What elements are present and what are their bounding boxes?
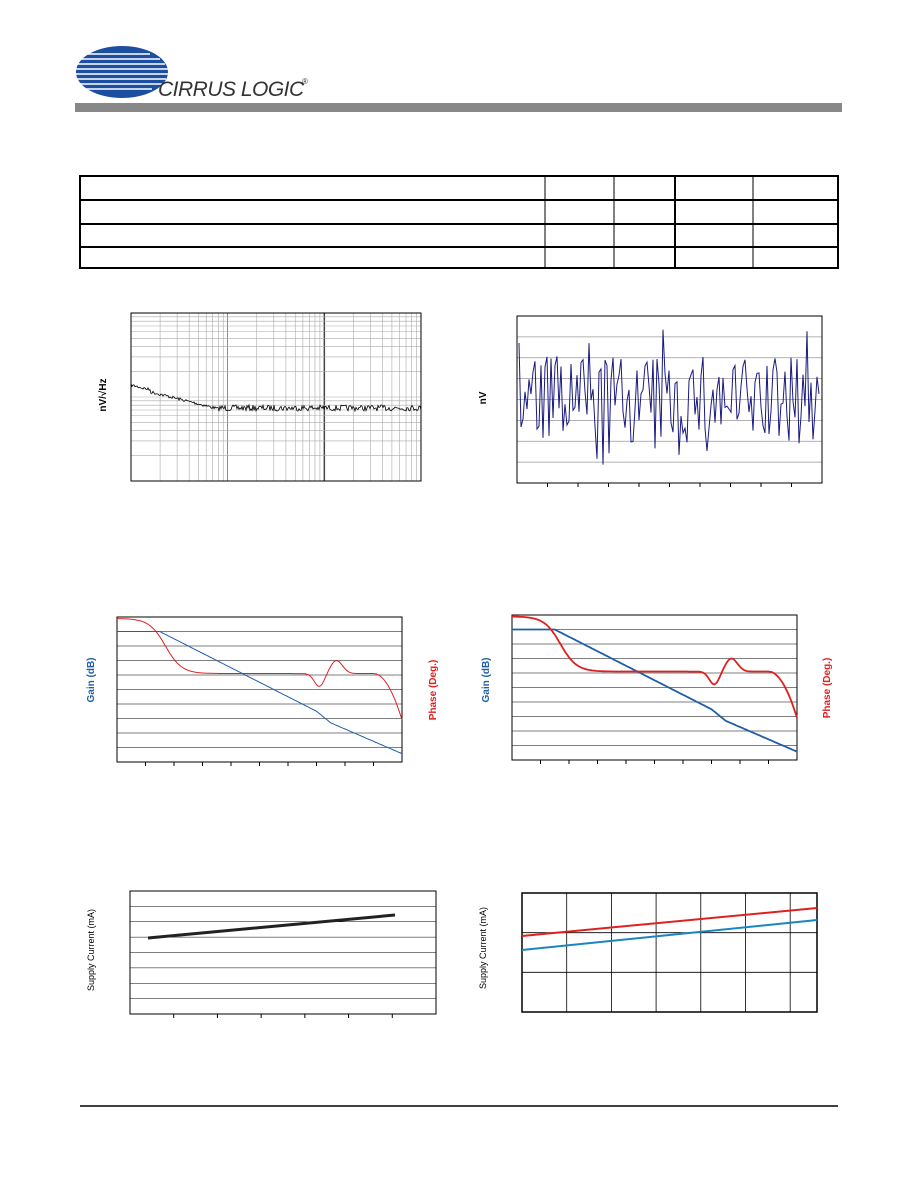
y2-axis-label: Phase (Deg.) xyxy=(822,658,833,719)
current-line xyxy=(147,913,396,940)
noise-curve xyxy=(130,383,422,413)
current-line xyxy=(521,919,818,951)
spec-table xyxy=(79,175,839,269)
y-axis-label: Supply Current (mA) xyxy=(478,907,488,989)
phase-curve xyxy=(512,615,798,719)
logo-text: CIRRUS LOGIC xyxy=(158,78,305,101)
logo-stripes xyxy=(74,53,168,90)
plot-frame xyxy=(130,312,422,482)
noise-waveform xyxy=(518,329,820,465)
gain-curve xyxy=(512,628,798,753)
y-axis-label: Gain (dB) xyxy=(86,658,97,703)
logo-mark: ® xyxy=(302,77,308,86)
y-axis-label: Supply Current (mA) xyxy=(86,909,96,991)
y2-axis-label: Phase (Deg.) xyxy=(428,660,439,721)
header-bar xyxy=(75,103,842,112)
plot-frame xyxy=(129,890,437,1015)
plot-frame xyxy=(521,892,818,1013)
logo: CIRRUS LOGIC ® xyxy=(74,46,308,101)
gain-curve xyxy=(117,631,403,755)
y-axis-label: Gain (dB) xyxy=(481,658,492,703)
y-axis-label: nV/√Hz xyxy=(98,378,109,411)
y-axis-label: nV xyxy=(478,391,489,404)
phase-curve xyxy=(117,618,403,721)
current-line xyxy=(521,907,818,937)
